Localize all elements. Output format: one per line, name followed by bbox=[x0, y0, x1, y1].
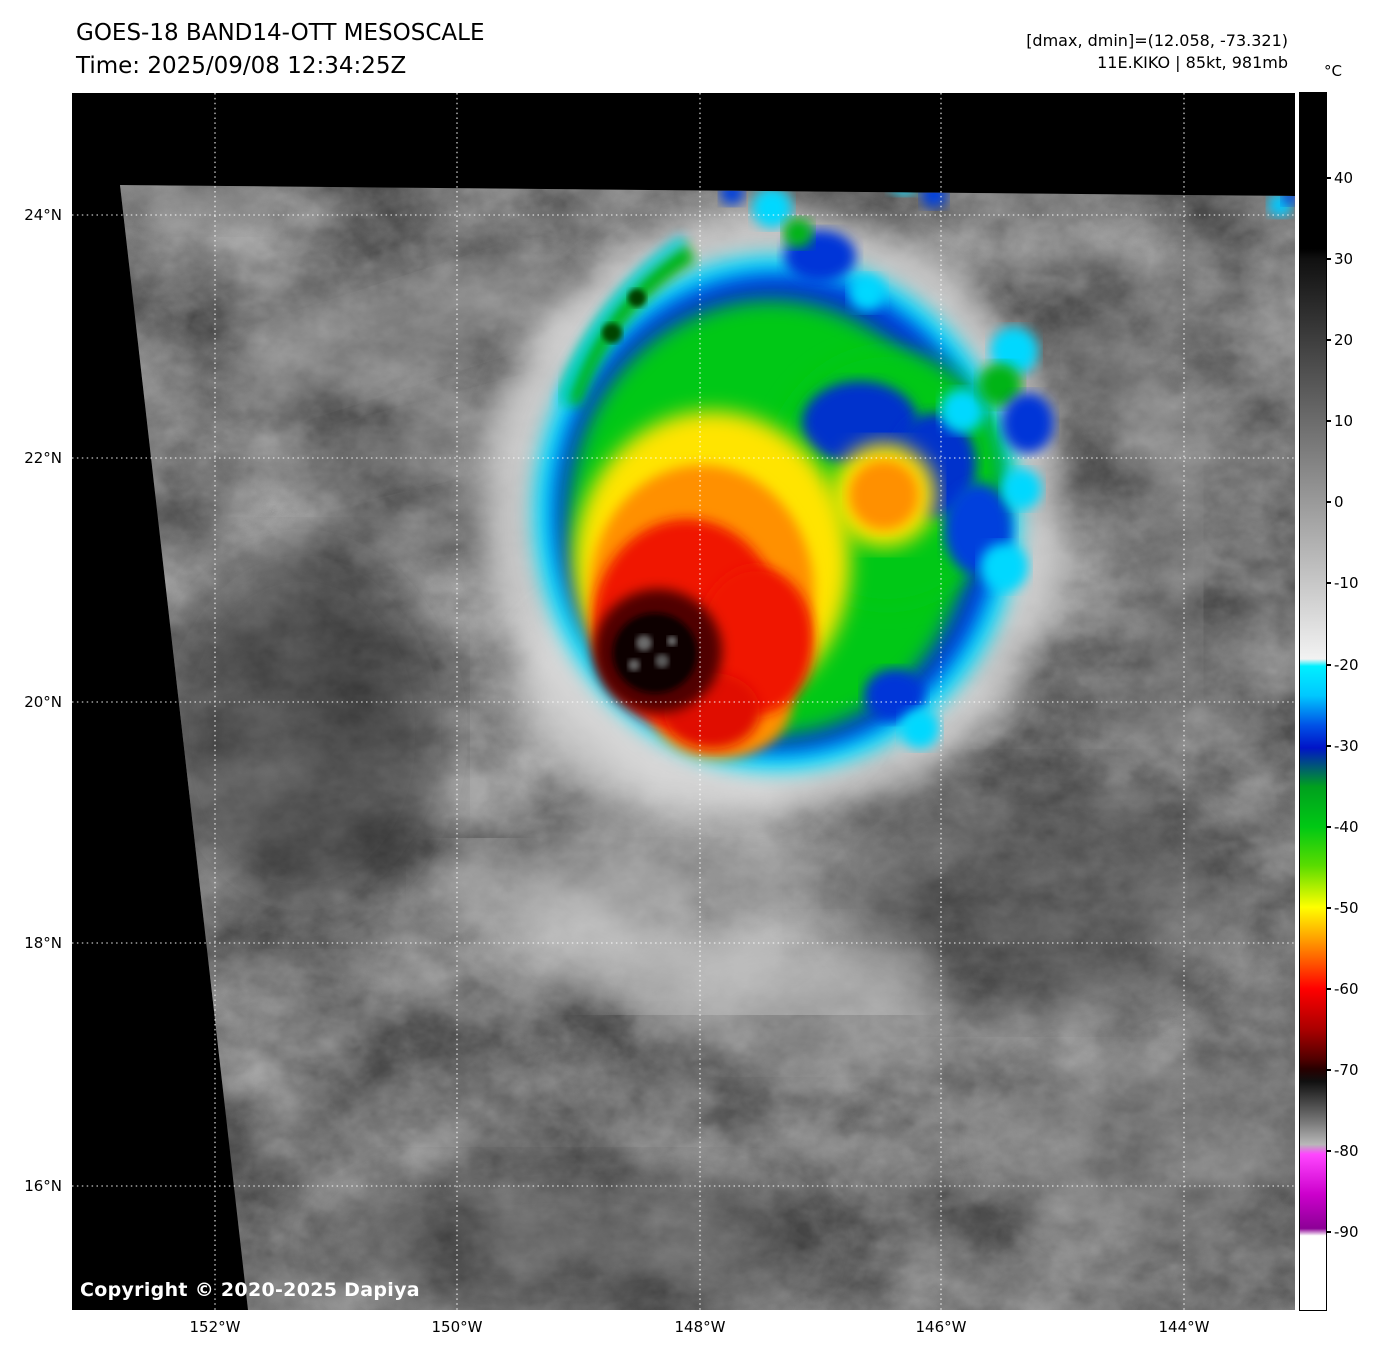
colorbar-tick-label: 10 bbox=[1334, 412, 1354, 430]
colorbar-tick: -80 bbox=[1326, 1142, 1359, 1160]
copyright-text: Copyright © 2020-2025 Dapiya bbox=[80, 1279, 420, 1301]
colorbar-tick-label: 0 bbox=[1334, 493, 1344, 511]
colorbar-tick-label: -20 bbox=[1334, 656, 1359, 674]
colorbar-tick-label: -60 bbox=[1334, 980, 1359, 998]
colorbar-tick: -60 bbox=[1326, 980, 1359, 998]
colorbar-tick-mark bbox=[1326, 501, 1331, 503]
colorbar-tick: -70 bbox=[1326, 1061, 1359, 1079]
colorbar-tick-label: 20 bbox=[1334, 331, 1354, 349]
lat-label: 24°N bbox=[24, 206, 62, 224]
colorbar-gradient bbox=[1299, 92, 1327, 1311]
colorbar-tick-mark bbox=[1326, 907, 1331, 909]
lon-label: 144°W bbox=[1158, 1318, 1210, 1336]
colorbar-tick-mark bbox=[1326, 177, 1331, 179]
colorbar-tick: 20 bbox=[1326, 331, 1353, 349]
colorbar-tick: 40 bbox=[1326, 169, 1353, 187]
colorbar-tick: -30 bbox=[1326, 737, 1359, 755]
figure-timestamp: Time: 2025/09/08 12:34:25Z bbox=[76, 53, 407, 79]
satellite-map-panel: Copyright © 2020-2025 Dapiya bbox=[72, 93, 1295, 1310]
colorbar-tick-label: -80 bbox=[1334, 1142, 1359, 1160]
colorbar-tick-label: 30 bbox=[1334, 250, 1354, 268]
colorbar-tick: 0 bbox=[1326, 493, 1344, 511]
lon-label: 150°W bbox=[431, 1318, 483, 1336]
colorbar-tick-label: -40 bbox=[1334, 818, 1359, 836]
storm-eye-core bbox=[594, 589, 722, 713]
lon-label: 146°W bbox=[915, 1318, 967, 1336]
lat-label: 22°N bbox=[24, 449, 62, 467]
storm-cold-cloud bbox=[482, 208, 1062, 818]
colorbar-tick-label: -10 bbox=[1334, 574, 1359, 592]
scan-swath bbox=[120, 185, 1295, 1310]
colorbar-unit-label: °C bbox=[1324, 62, 1342, 80]
colorbar-tick-mark bbox=[1326, 664, 1331, 666]
colorbar-tick: -40 bbox=[1326, 818, 1359, 836]
storm-northwest-band bbox=[556, 234, 696, 407]
header-right: [dmax, dmin]=(12.058, -73.321) 11E.KIKO … bbox=[1026, 30, 1288, 74]
colorbar-tick-mark bbox=[1326, 988, 1331, 990]
colorbar-tick-mark bbox=[1326, 745, 1331, 747]
dmax-dmin-readout: [dmax, dmin]=(12.058, -73.321) bbox=[1026, 31, 1288, 50]
colorbar-tick-mark bbox=[1326, 339, 1331, 341]
colorbar-tick-mark bbox=[1326, 1150, 1331, 1152]
colorbar-tick-mark bbox=[1326, 420, 1331, 422]
colorbar-tick-mark bbox=[1326, 582, 1331, 584]
storm-identity-readout: 11E.KIKO | 85kt, 981mb bbox=[1097, 53, 1288, 72]
colorbar-tick: 30 bbox=[1326, 250, 1353, 268]
lat-label: 16°N bbox=[24, 1177, 62, 1195]
colorbar-tick: -20 bbox=[1326, 656, 1359, 674]
colorbar-tick: -90 bbox=[1326, 1223, 1359, 1241]
colorbar-tick: 10 bbox=[1326, 412, 1353, 430]
satellite-image bbox=[72, 93, 1295, 1310]
lat-label: 20°N bbox=[24, 693, 62, 711]
colorbar-tick-mark bbox=[1326, 1069, 1331, 1071]
colorbar-tick-mark bbox=[1326, 826, 1331, 828]
colorbar-tick-label: -50 bbox=[1334, 899, 1359, 917]
figure-title: GOES-18 BAND14-OTT MESOSCALE bbox=[76, 20, 485, 46]
colorbar-tick-label: -70 bbox=[1334, 1061, 1359, 1079]
colorbar-tick-mark bbox=[1326, 258, 1331, 260]
lon-label: 148°W bbox=[674, 1318, 726, 1336]
colorbar-tick: -10 bbox=[1326, 574, 1359, 592]
colorbar-tick-label: 40 bbox=[1334, 169, 1354, 187]
colorbar-tick-label: -30 bbox=[1334, 737, 1359, 755]
storm-east-fragments bbox=[864, 189, 1295, 749]
colorbar-tick: -50 bbox=[1326, 899, 1359, 917]
lon-label: 152°W bbox=[189, 1318, 241, 1336]
colorbar-tick-label: -90 bbox=[1334, 1223, 1359, 1241]
lat-label: 18°N bbox=[24, 934, 62, 952]
colorbar-tick-mark bbox=[1326, 1231, 1331, 1233]
